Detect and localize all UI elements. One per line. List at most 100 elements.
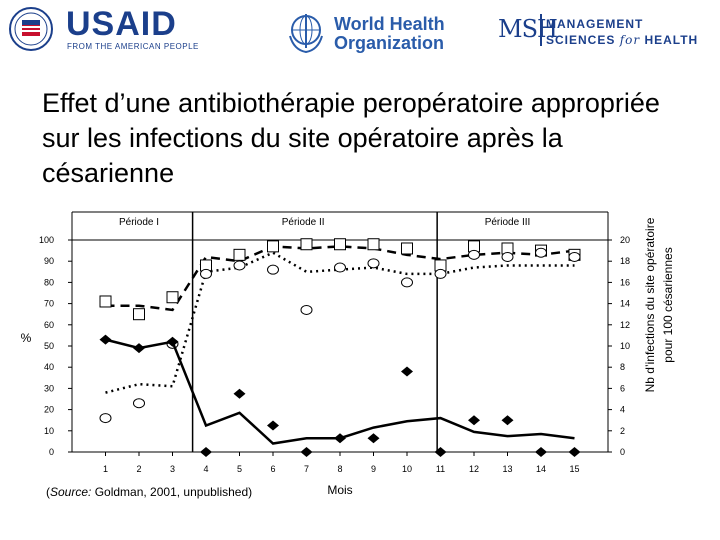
x-tick-label: 14 <box>536 464 546 474</box>
square-marker <box>300 238 313 251</box>
diamond-marker <box>133 343 145 354</box>
period-label-2: Période II <box>282 217 325 228</box>
y2-tick-label: 6 <box>620 383 625 393</box>
square-marker <box>166 291 179 304</box>
diamond-marker <box>568 447 581 457</box>
circle-marker <box>267 264 279 275</box>
y2-tick-label: 4 <box>620 405 625 415</box>
x-tick-label: 7 <box>304 464 309 474</box>
y2-tick-label: 2 <box>620 426 625 436</box>
circle-marker <box>434 268 447 279</box>
y2-tick-label: 0 <box>620 447 625 457</box>
source-note: (Source: Goldman, 2001, unpublished) <box>46 485 252 499</box>
diamond-marker <box>501 415 514 426</box>
y2-tick-label: 16 <box>620 277 630 287</box>
msh-line2-prefix: SCIENCES <box>546 33 616 47</box>
circle-marker <box>468 249 480 260</box>
x-tick-label: 11 <box>436 464 445 474</box>
y-tick-label: 30 <box>44 383 54 393</box>
circle-marker <box>99 413 112 424</box>
diamond-marker <box>367 433 380 444</box>
diamond-marker <box>267 420 279 431</box>
y-axis-label: % <box>21 331 32 345</box>
y2-tick-label: 18 <box>620 256 630 266</box>
x-tick-label: 13 <box>502 464 512 474</box>
circle-marker <box>300 304 313 315</box>
diamond-marker <box>401 366 413 377</box>
y-tick-label: 20 <box>44 405 54 415</box>
msh-logo-line2: SCIENCES for HEALTH <box>546 33 698 47</box>
y2-tick-label: 20 <box>620 235 630 245</box>
circle-marker <box>367 258 380 269</box>
square-marker <box>99 295 112 308</box>
x-tick-label: 3 <box>170 464 175 474</box>
period-label-3: Période III <box>485 217 531 228</box>
circle-marker <box>535 247 547 258</box>
diamond-marker <box>468 415 480 426</box>
y2-tick-label: 12 <box>620 320 630 330</box>
x-tick-label: 15 <box>569 464 579 474</box>
circle-marker <box>133 398 145 409</box>
x-tick-label: 10 <box>402 464 412 474</box>
y2-tick-label: 8 <box>620 362 625 372</box>
source-rest: Goldman, 2001, unpublished) <box>91 485 253 499</box>
x-tick-label: 12 <box>469 464 479 474</box>
msh-line2-italic: for <box>619 33 641 47</box>
who-logo-line2: Organization <box>334 33 445 53</box>
y-tick-label: 100 <box>39 235 54 245</box>
y-tick-label: 80 <box>44 277 54 287</box>
circle-marker <box>501 251 514 262</box>
diamond-marker <box>300 447 313 457</box>
slide-title: Effet d’une antibiothérapie peropératoir… <box>42 88 660 188</box>
y2-axis-label-line1: Nb d’infections du site opératoire <box>643 217 657 392</box>
y2-axis-label-line2: pour 100 césariennes <box>661 247 675 362</box>
msh-logo-line1: MANAGEMENT <box>546 17 644 31</box>
circle-marker <box>233 260 246 271</box>
x-tick-label: 9 <box>371 464 376 474</box>
diamond-marker <box>233 388 246 399</box>
usaid-tagline: FROM THE AMERICAN PEOPLE <box>67 42 199 51</box>
square-marker <box>401 242 413 255</box>
circle-marker <box>334 262 346 273</box>
circle-marker <box>401 277 413 288</box>
diamond-marker <box>334 433 346 444</box>
y-tick-label: 0 <box>49 447 54 457</box>
square-marker <box>233 248 246 261</box>
msh-logo-divider <box>540 14 542 46</box>
source-italic: Source: <box>50 485 92 499</box>
period-label-1: Période I <box>119 217 159 228</box>
circle-marker <box>200 268 212 279</box>
x-tick-label: 1 <box>103 464 108 474</box>
series-2-dotted-line <box>105 251 575 394</box>
diamond-marker <box>200 447 212 457</box>
who-emblem-icon <box>289 14 323 54</box>
diamond-marker <box>99 334 112 345</box>
msh-line2-suffix: HEALTH <box>644 33 699 47</box>
x-tick-label: 5 <box>237 464 242 474</box>
x-tick-label: 6 <box>270 464 275 474</box>
source-prefix: ( <box>46 485 50 499</box>
diamond-marker <box>166 336 179 347</box>
x-tick-label: 2 <box>136 464 141 474</box>
y-tick-label: 60 <box>44 320 54 330</box>
x-axis-label: Mois <box>327 483 352 497</box>
square-marker <box>334 238 346 251</box>
usaid-logo-text: USAID <box>66 5 177 43</box>
y-tick-label: 40 <box>44 362 54 372</box>
y-tick-label: 10 <box>44 426 54 436</box>
series-1-dashed-line <box>105 245 575 312</box>
y-tick-label: 90 <box>44 256 54 266</box>
who-logo-line1: World Health <box>334 14 445 34</box>
y-tick-label: 50 <box>44 341 54 351</box>
diamond-marker <box>535 447 547 457</box>
logo-bar: USAID FROM THE AMERICAN PEOPLE World Hea… <box>0 0 720 60</box>
series-3-solid-line <box>105 338 575 445</box>
usaid-seal-icon <box>9 7 53 51</box>
circle-marker <box>568 251 581 262</box>
square-marker <box>267 240 279 253</box>
y2-tick-label: 10 <box>620 341 630 351</box>
x-tick-label: 4 <box>203 464 208 474</box>
y2-axis-label: Nb d’infections du site opératoire pour 1… <box>643 217 675 392</box>
diamond-marker <box>434 447 447 457</box>
